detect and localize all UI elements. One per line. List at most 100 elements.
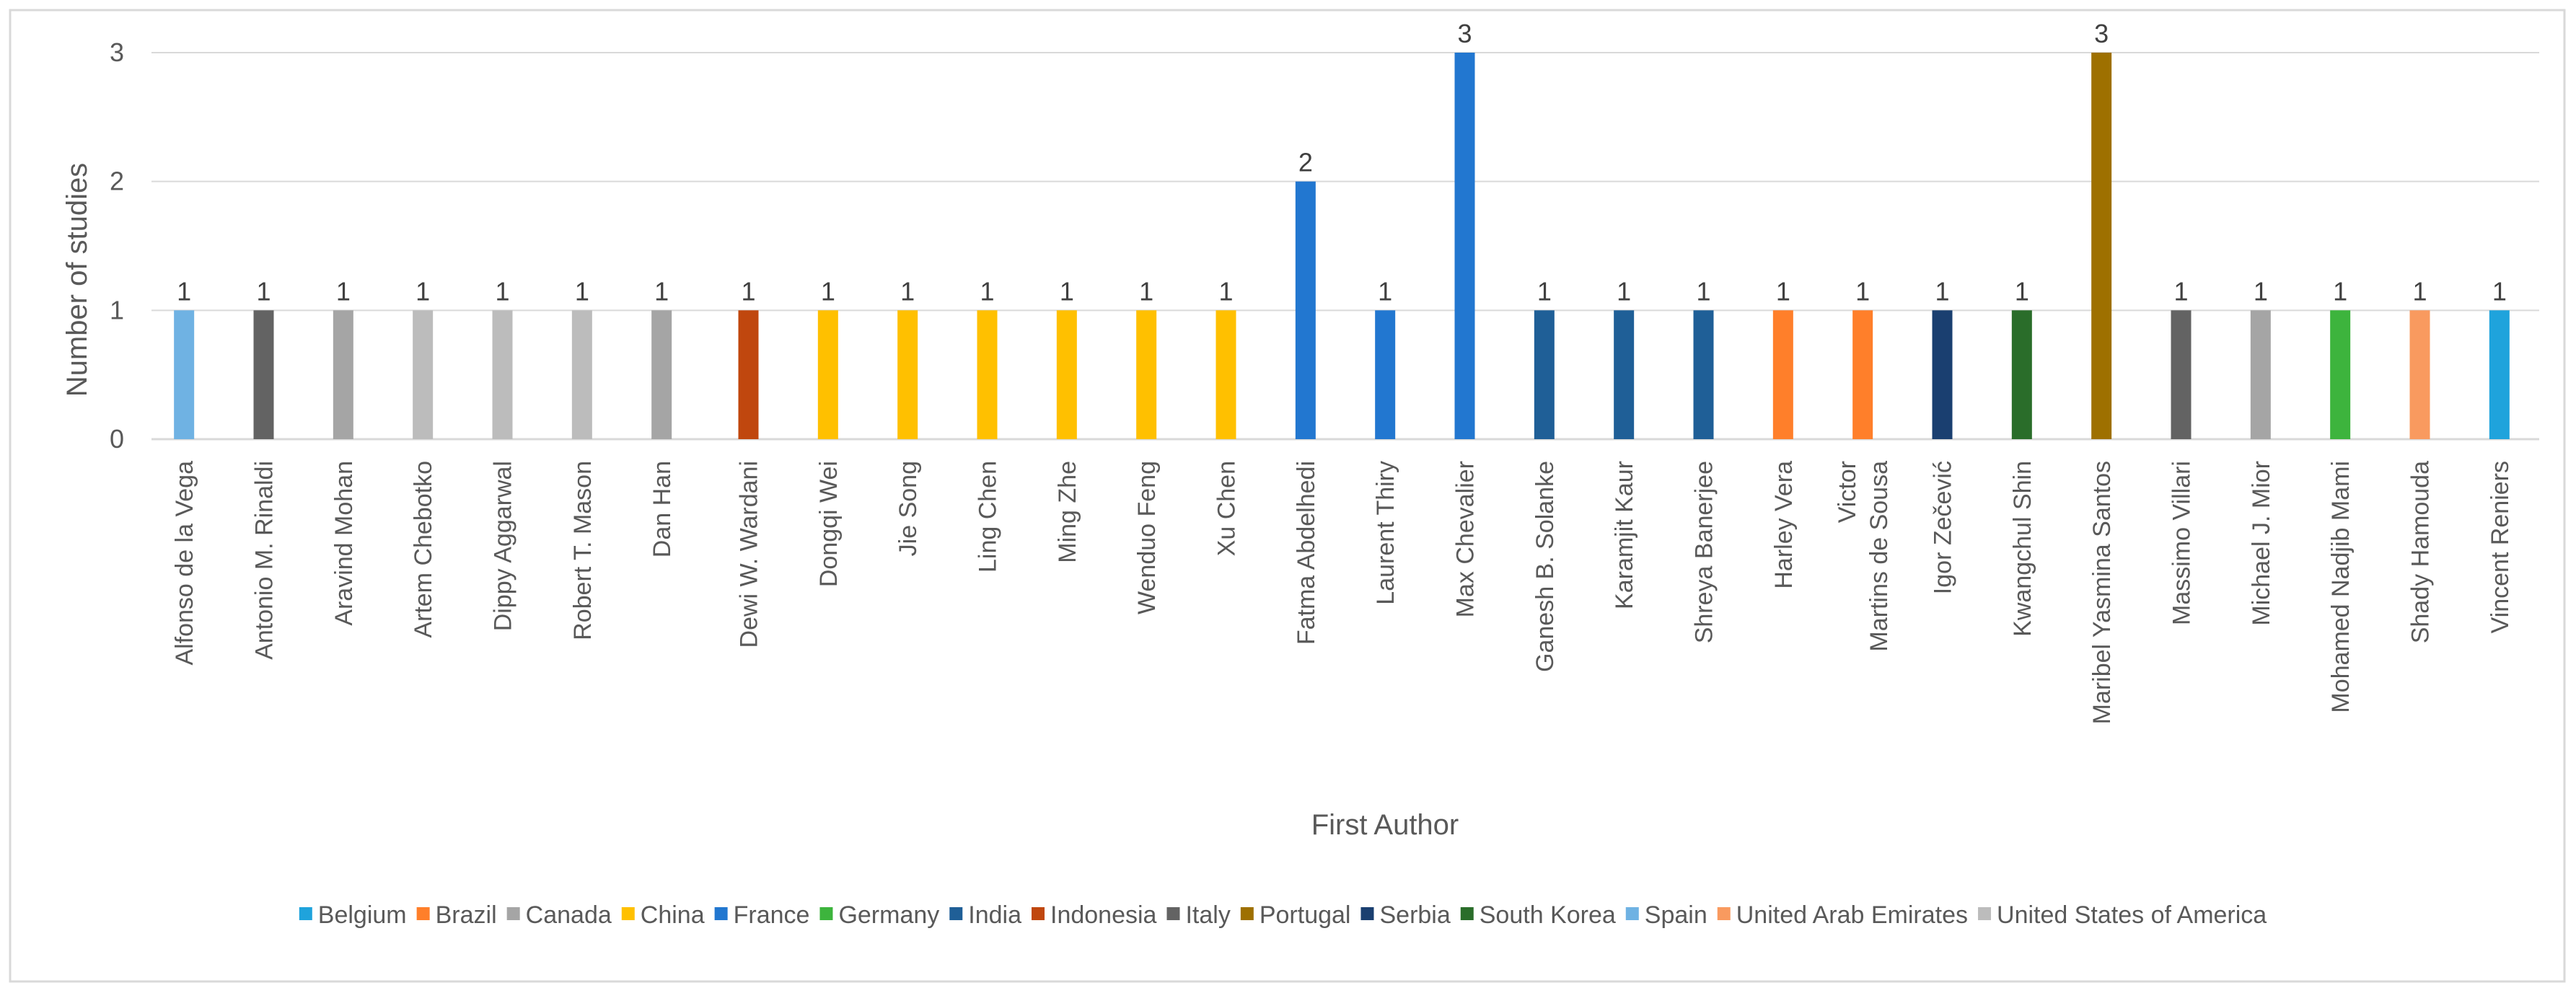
category-label: Ganesh B. Solanke (1531, 461, 1559, 672)
data-label: 1 (416, 276, 430, 306)
bar (253, 310, 274, 439)
category-label-text: Ming Zhe (1054, 461, 1081, 563)
category-label: Dan Han (649, 461, 676, 557)
data-label: 1 (2254, 276, 2268, 306)
bar (492, 310, 513, 439)
category-label: Jie Song (894, 461, 922, 556)
category-label: Shady Hamouda (2407, 461, 2435, 643)
bar (1216, 310, 1236, 439)
legend-item: Germany (819, 901, 939, 929)
legend-item: Indonesia (1032, 901, 1157, 929)
category-label-text: Ganesh B. Solanke (1531, 461, 1559, 672)
category-label-text: Vincent Reniers (2487, 461, 2514, 633)
bar (1614, 310, 1635, 439)
bar (817, 310, 838, 439)
data-label: 1 (1696, 276, 1710, 306)
legend-swatch (299, 907, 312, 920)
gridlines (151, 52, 2539, 441)
bar (1295, 181, 1316, 439)
legend-swatch (1166, 907, 1180, 920)
data-label: 1 (1776, 276, 1790, 306)
legend-swatch (949, 907, 963, 920)
data-label: 1 (1935, 276, 1949, 306)
category-label: Dongqi Wei (815, 461, 843, 587)
data-label: 2 (1298, 148, 1313, 177)
data-label: 1 (1537, 276, 1552, 306)
category-label-line: Victor (1834, 461, 1861, 523)
legend-swatch (506, 907, 520, 920)
data-label: 1 (1060, 276, 1074, 306)
category-label-text: Shreya Banerjee (1691, 461, 1718, 643)
bar (413, 310, 434, 439)
data-label: 1 (2015, 276, 2029, 306)
bar (1932, 310, 1953, 439)
bar (2091, 53, 2112, 439)
data-label: 1 (256, 276, 271, 306)
bar (977, 310, 998, 439)
category-label: Max Chevalier (1452, 461, 1480, 617)
bar (2330, 310, 2351, 439)
data-label: 1 (1218, 276, 1233, 306)
legend-label: India (968, 901, 1021, 929)
y-axis-ticks: 0 1 2 3 (110, 37, 124, 454)
category-label: Alfonso de la Vega (171, 461, 198, 666)
category-label-text: Antonio M. Rinaldi (251, 461, 278, 660)
bar (738, 310, 759, 439)
legend-item: India (949, 901, 1021, 929)
category-label: Igor Zečević (1930, 461, 1957, 594)
legend-label: Spain (1645, 901, 1707, 929)
category-label-text: Robert T. Mason (569, 461, 597, 640)
legend-item: Canada (506, 901, 612, 929)
y-tick-label: 2 (110, 167, 124, 196)
legend-item: France (714, 901, 810, 929)
data-label: 1 (1139, 276, 1153, 306)
data-label: 1 (575, 276, 589, 306)
legend-swatch (714, 907, 728, 920)
category-label: Vincent Reniers (2487, 461, 2514, 633)
legend-swatch (416, 907, 430, 920)
category-label: Harley Vera (1770, 461, 1798, 589)
data-label: 3 (1457, 19, 1472, 48)
bar (333, 310, 353, 439)
category-label-text: Artem Chebotko (410, 461, 437, 638)
legend-label: China (641, 901, 705, 929)
y-tick-label: 0 (110, 424, 124, 454)
bar (2489, 310, 2510, 439)
bar (174, 310, 195, 439)
category-label: Antonio M. Rinaldi (251, 461, 278, 660)
bar (571, 310, 592, 439)
category-label-text: Maribel Yasmina Santos (2088, 461, 2116, 724)
category-label-text: Wenduo Feng (1133, 461, 1161, 614)
x-axis-title: First Author (1311, 809, 1459, 841)
legend-swatch (1717, 907, 1731, 920)
category-label: Wenduo Feng (1133, 461, 1161, 614)
legend-label: Germany (838, 901, 939, 929)
data-label: 1 (495, 276, 509, 306)
bar (2409, 310, 2430, 439)
legend-swatch (1460, 907, 1474, 920)
bar (1375, 310, 1396, 439)
bar (2011, 310, 2032, 439)
legend-item: Serbia (1360, 901, 1451, 929)
category-label-text: Dippy Aggarwal (490, 461, 517, 631)
legend-swatch (1625, 907, 1639, 920)
legend-item: Belgium (299, 901, 407, 929)
legend-item: United Arab Emirates (1717, 901, 1968, 929)
legend: Belgium Brazil Canada China France Germany Ind… (299, 901, 2267, 929)
data-label: 1 (2173, 276, 2188, 306)
legend-swatch (1360, 907, 1374, 920)
legend-swatch (819, 907, 833, 920)
data-label: 1 (821, 276, 835, 306)
category-label: Massimo Villari (2168, 461, 2196, 625)
category-label: Aravind Mohan (330, 461, 358, 626)
category-label: Robert T. Mason (569, 461, 597, 640)
bar (1056, 310, 1077, 439)
category-label: Fatma Abdelhedi (1293, 461, 1320, 645)
category-label: Laurent Thiry (1372, 461, 1399, 605)
data-label: 1 (2412, 276, 2427, 306)
legend-label: Belgium (318, 901, 407, 929)
legend-item: United States of America (1978, 901, 2267, 929)
category-label-text: Shady Hamouda (2407, 461, 2435, 643)
legend-label: France (734, 901, 810, 929)
data-label: 1 (2492, 276, 2507, 306)
